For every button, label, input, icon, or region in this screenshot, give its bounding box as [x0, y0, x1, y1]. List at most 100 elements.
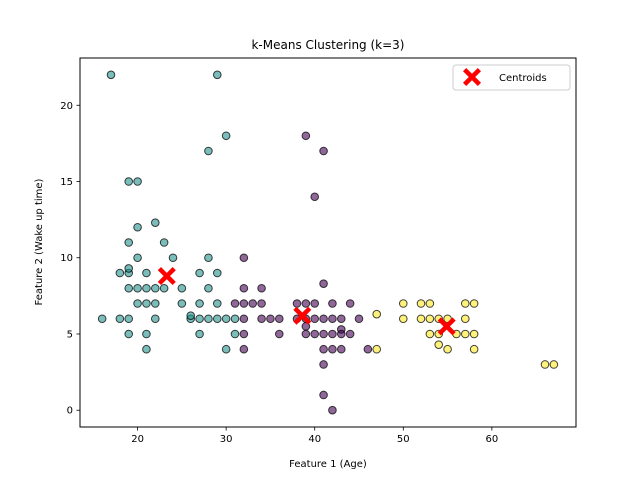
data-point-cluster-1	[133, 177, 142, 186]
data-point-cluster-0	[345, 329, 355, 339]
data-point-cluster-2	[398, 314, 408, 324]
legend-label: Centroids	[499, 73, 547, 84]
data-point-cluster-0	[230, 299, 240, 308]
centroid-marker	[437, 317, 456, 336]
data-point-cluster-0	[257, 283, 266, 293]
x-tick-label: 50	[397, 434, 410, 445]
y-axis-label: Feature 2 (Wake up time)	[34, 178, 45, 305]
data-point-cluster-2	[469, 344, 479, 354]
data-point-cluster-2	[460, 329, 470, 339]
centroid-marker	[293, 306, 312, 325]
data-point-cluster-0	[354, 314, 364, 324]
data-point-cluster-0	[301, 329, 311, 339]
data-point-cluster-1	[221, 344, 231, 354]
x-axis: 20 30 40 50 60	[131, 427, 498, 445]
data-point-cluster-1	[212, 314, 222, 324]
data-point-cluster-0	[274, 314, 284, 324]
data-point-cluster-1	[195, 268, 204, 278]
data-point-cluster-1	[97, 314, 107, 324]
points-layer	[97, 70, 559, 415]
plot-frame	[79, 57, 577, 428]
data-point-cluster-1	[133, 299, 142, 308]
data-point-cluster-1	[204, 146, 213, 156]
data-point-cluster-0	[336, 344, 346, 354]
data-point-cluster-1	[124, 329, 134, 339]
data-point-cluster-1	[133, 283, 142, 293]
y-axis: 0 5 10 15 20	[60, 101, 80, 417]
legend-box	[452, 64, 571, 91]
data-point-cluster-1	[142, 329, 151, 339]
data-point-cluster-0	[319, 360, 328, 369]
y-tick-label: 15	[60, 177, 73, 188]
legend-centroid-icon	[463, 68, 481, 86]
data-point-cluster-0	[239, 299, 249, 308]
data-point-cluster-0	[336, 314, 346, 324]
data-point-cluster-2	[434, 340, 444, 349]
data-point-cluster-1	[195, 299, 204, 308]
x-axis-label: Feature 1 (Age)	[289, 459, 367, 470]
data-point-cluster-1	[150, 299, 160, 308]
data-point-cluster-1	[133, 253, 142, 263]
data-point-cluster-1	[106, 70, 116, 80]
data-point-cluster-1	[133, 222, 142, 232]
data-point-cluster-1	[212, 299, 222, 308]
data-point-cluster-1	[142, 344, 151, 354]
data-point-cluster-0	[319, 344, 328, 354]
data-point-cluster-2	[372, 344, 382, 354]
data-point-cluster-1	[142, 268, 151, 278]
data-point-cluster-0	[239, 283, 249, 293]
data-point-cluster-1	[195, 314, 204, 324]
data-point-cluster-1	[142, 299, 151, 308]
data-point-cluster-0	[248, 299, 258, 308]
data-point-cluster-0	[310, 314, 320, 324]
data-point-cluster-0	[257, 314, 266, 324]
y-tick-label: 0	[67, 406, 73, 417]
data-point-cluster-0	[239, 314, 249, 324]
data-point-cluster-2	[443, 344, 452, 354]
data-point-cluster-2	[460, 299, 470, 308]
data-point-cluster-0	[310, 299, 320, 308]
centroids-layer	[157, 267, 456, 336]
data-point-cluster-1	[204, 283, 213, 293]
data-point-cluster-0	[239, 344, 249, 354]
data-point-cluster-2	[460, 314, 470, 324]
data-point-cluster-0	[328, 405, 337, 415]
x-tick-label: 30	[220, 434, 233, 445]
data-point-cluster-2	[549, 360, 559, 369]
data-point-cluster-1	[177, 283, 187, 293]
data-point-cluster-2	[469, 299, 479, 308]
data-point-cluster-2	[416, 314, 426, 324]
data-point-cluster-1	[230, 314, 240, 324]
data-point-cluster-1	[115, 314, 125, 324]
data-point-cluster-0	[319, 329, 328, 339]
data-point-cluster-0	[292, 299, 302, 308]
data-point-cluster-0	[328, 314, 337, 324]
data-point-cluster-1	[124, 264, 134, 273]
x-tick-label: 60	[485, 434, 498, 445]
data-point-cluster-2	[469, 329, 479, 339]
data-point-cluster-2	[416, 299, 426, 308]
data-point-cluster-0	[257, 299, 266, 308]
centroid-marker	[157, 267, 176, 286]
data-point-cluster-1	[186, 311, 196, 320]
data-point-cluster-1	[124, 283, 134, 293]
legend: Centroids	[452, 64, 571, 91]
y-tick-label: 20	[60, 101, 73, 112]
data-point-cluster-1	[177, 299, 187, 308]
data-point-cluster-1	[124, 177, 134, 186]
data-point-cluster-0	[301, 299, 311, 308]
data-point-cluster-1	[204, 253, 213, 263]
data-point-cluster-2	[425, 329, 435, 339]
chart-title: k-Means Clustering (k=3)	[251, 38, 404, 52]
data-point-cluster-0	[328, 299, 337, 308]
data-point-cluster-1	[124, 314, 134, 324]
data-point-cluster-0	[319, 314, 328, 324]
data-point-cluster-1	[195, 329, 204, 339]
data-point-cluster-1	[115, 268, 125, 278]
data-point-cluster-2	[372, 309, 382, 319]
data-point-cluster-0	[319, 390, 328, 400]
data-point-cluster-1	[150, 314, 160, 324]
data-point-cluster-1	[221, 314, 231, 324]
data-point-cluster-1	[150, 218, 160, 227]
